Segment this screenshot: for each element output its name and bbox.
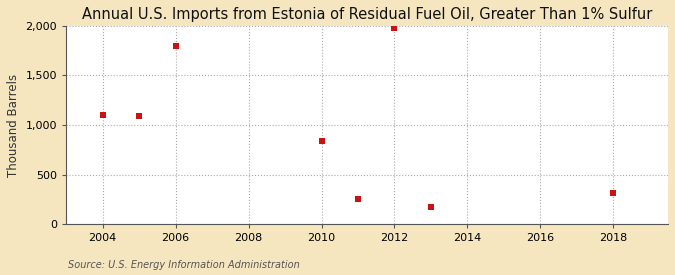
- Point: [316, 139, 327, 143]
- Point: [389, 26, 400, 31]
- Point: [134, 114, 144, 118]
- Y-axis label: Thousand Barrels: Thousand Barrels: [7, 73, 20, 177]
- Point: [170, 43, 181, 48]
- Point: [608, 191, 619, 195]
- Text: Source: U.S. Energy Information Administration: Source: U.S. Energy Information Administ…: [68, 260, 299, 270]
- Point: [97, 113, 108, 117]
- Point: [425, 205, 436, 209]
- Point: [352, 197, 363, 202]
- Title: Annual U.S. Imports from Estonia of Residual Fuel Oil, Greater Than 1% Sulfur: Annual U.S. Imports from Estonia of Resi…: [82, 7, 652, 22]
